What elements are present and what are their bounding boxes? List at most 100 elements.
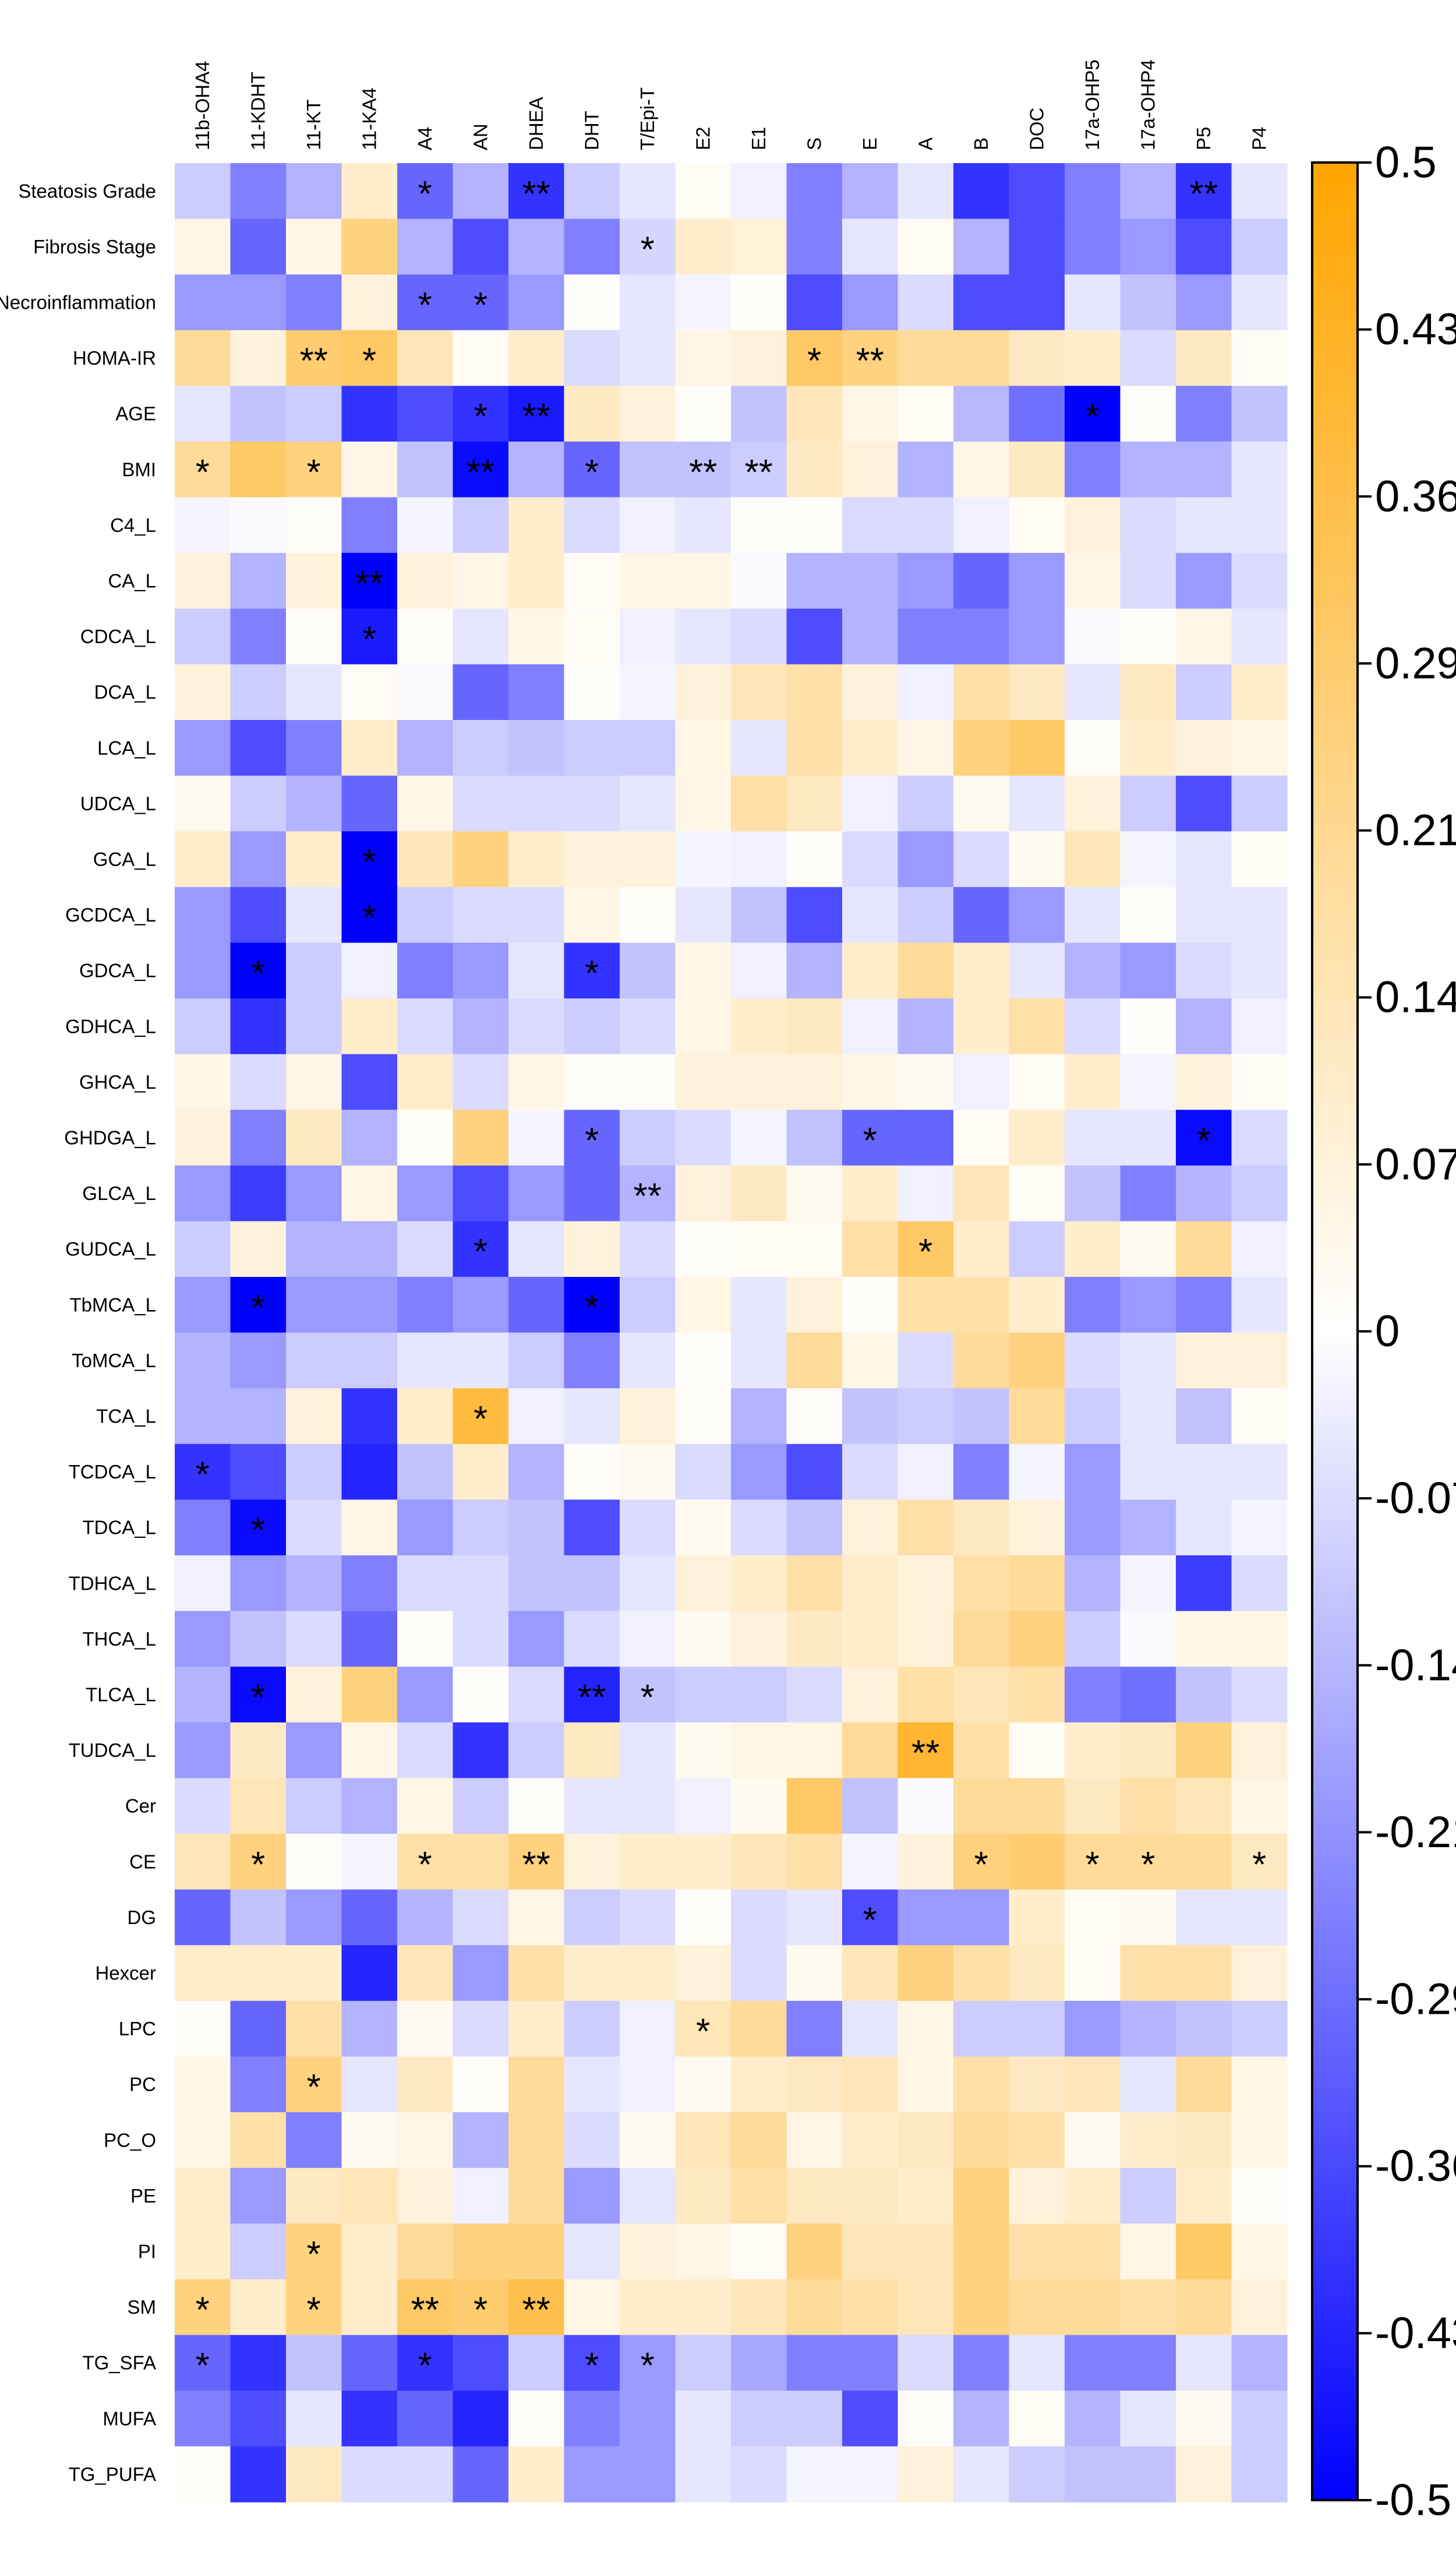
cell-necroinflammation-11-kt: [286, 274, 342, 330]
cell-tdhca-l-17a-ohp5: [1065, 1555, 1121, 1611]
cell-tomca-l-e2: [676, 1333, 731, 1389]
cell-mufa-dht: [564, 2391, 620, 2447]
cell-necroinflammation-p5: [1176, 274, 1232, 330]
cell-dca-l-17a-ohp4: [1121, 664, 1176, 720]
significance-marker: *: [251, 1288, 265, 1328]
cell-pi-p4: [1232, 2223, 1288, 2279]
cell-pi-t-epi-t: [620, 2223, 676, 2279]
significance-marker: *: [696, 2012, 710, 2052]
cell-tca-l-doc: [1009, 1388, 1065, 1444]
cell-gdhca-l-b: [953, 998, 1009, 1054]
cell-dca-l-doc: [1009, 664, 1065, 720]
significance-marker: *: [1086, 397, 1100, 437]
significance-marker: *: [1141, 1845, 1155, 1885]
cell-homa-ir-17a-ohp4: [1121, 330, 1176, 386]
cell-tdhca-l-a4: [397, 1555, 453, 1611]
cell-pi-e1: [731, 2223, 787, 2279]
cell-tbmca-l-a: [898, 1277, 954, 1333]
row-label-tdhca-l: TDHCA_L: [69, 1572, 156, 1594]
cell-udca-l-17a-ohp5: [1065, 776, 1121, 832]
cell-ghca-l-an: [453, 1054, 509, 1110]
cell-tomca-l-11-ka4: [342, 1333, 398, 1389]
cell-udca-l-s: [787, 776, 843, 832]
cell-lpc-an: [453, 2001, 509, 2057]
colorbar-tick-label: 0.29: [1375, 638, 1456, 688]
cell-gdhca-l-11-ka4: [342, 998, 398, 1054]
cell-necroinflammation-11-ka4: [342, 274, 398, 330]
cell-pe-p4: [1232, 2168, 1288, 2224]
cell-tbmca-l-a4: [397, 1277, 453, 1333]
cell-sm-s: [787, 2279, 843, 2335]
cell-necroinflammation-11b-oha4: [175, 274, 231, 330]
cell-ca-l-dhea: [508, 553, 564, 609]
cell-fibrosis-stage-11-ka4: [342, 219, 398, 275]
column-label-11-ka4: 11-KA4: [358, 87, 380, 150]
cell-hexcer-s: [787, 1945, 843, 2001]
cell-glca-l-a4: [397, 1166, 453, 1222]
cell-sm-e2: [676, 2279, 731, 2335]
cell-lca-l-b: [953, 720, 1009, 776]
significance-marker: **: [355, 564, 383, 604]
cell-tbmca-l-e2: [676, 1277, 731, 1333]
cell-hexcer-dht: [564, 1945, 620, 2001]
cell-ghdga-l-s: [787, 1110, 843, 1166]
cell-lpc-17a-ohp4: [1121, 2001, 1176, 2057]
cell-gudca-l-11-ka4: [342, 1221, 398, 1277]
cell-pc-t-epi-t: [620, 2056, 676, 2112]
cell-pc-o-s: [787, 2112, 843, 2168]
cell-gca-l-a4: [397, 831, 453, 887]
cell-lca-l-p5: [1176, 720, 1232, 776]
cell-pe-e: [842, 2168, 898, 2224]
cell-gca-l-e1: [731, 831, 787, 887]
colorbar-tick-label: 0.07: [1375, 1139, 1456, 1189]
cell-sm-17a-ohp5: [1065, 2279, 1121, 2335]
cell-pc-p5: [1176, 2056, 1232, 2112]
cell-cer-e1: [731, 1778, 787, 1834]
cell-glca-l-17a-ohp5: [1065, 1166, 1121, 1222]
cell-tlca-l-a: [898, 1667, 954, 1723]
cell-fibrosis-stage-11b-oha4: [175, 219, 231, 275]
cell-hexcer-11-kdht: [231, 1945, 287, 2001]
cell-tg-pufa-p5: [1176, 2447, 1232, 2503]
cell-pc-o-e2: [676, 2112, 731, 2168]
cell-lca-l-11-kt: [286, 720, 342, 776]
cell-age-p4: [1232, 386, 1288, 442]
cell-tudca-l-e2: [676, 1723, 731, 1778]
cell-dg-a: [898, 1890, 954, 1946]
significance-marker: *: [196, 1455, 210, 1495]
significance-marker: *: [473, 2290, 487, 2331]
cell-udca-l-11-ka4: [342, 776, 398, 832]
cell-cer-s: [787, 1778, 843, 1834]
cell-hexcer-dhea: [508, 1945, 564, 2001]
cell-homa-ir-e1: [731, 330, 787, 386]
colorbar-tick-label: 0: [1375, 1307, 1400, 1356]
cell-glca-l-s: [787, 1166, 843, 1222]
cell-pe-t-epi-t: [620, 2168, 676, 2224]
cell-sm-a: [898, 2279, 954, 2335]
significance-marker: *: [418, 2346, 432, 2386]
cell-udca-l-e: [842, 776, 898, 832]
cell-gca-l-s: [787, 831, 843, 887]
cell-glca-l-11-kt: [286, 1166, 342, 1222]
cell-tudca-l-11b-oha4: [175, 1723, 231, 1778]
cell-tg-sfa-17a-ohp4: [1121, 2335, 1176, 2391]
cell-pe-e2: [676, 2168, 731, 2224]
row-label-steatosis-grade: Steatosis Grade: [18, 180, 156, 202]
cell-lca-l-doc: [1009, 720, 1065, 776]
cell-tdca-l-11-ka4: [342, 1499, 398, 1555]
cell-c4-l-a: [898, 497, 954, 553]
cell-thca-l-doc: [1009, 1611, 1065, 1667]
cell-gcdca-l-s: [787, 887, 843, 943]
significance-marker: *: [641, 230, 655, 270]
cell-tomca-l-11b-oha4: [175, 1333, 231, 1389]
cell-tg-pufa-e: [842, 2447, 898, 2503]
row-label-gcdca-l: GCDCA_L: [65, 904, 156, 926]
cell-gdca-l-17a-ohp4: [1121, 943, 1176, 998]
heatmap-cells: [175, 163, 1288, 2503]
significance-marker: **: [467, 453, 494, 493]
cell-tdhca-l-e: [842, 1555, 898, 1611]
cell-mufa-t-epi-t: [620, 2391, 676, 2447]
cell-gcdca-l-17a-ohp5: [1065, 887, 1121, 943]
cell-tomca-l-dht: [564, 1333, 620, 1389]
